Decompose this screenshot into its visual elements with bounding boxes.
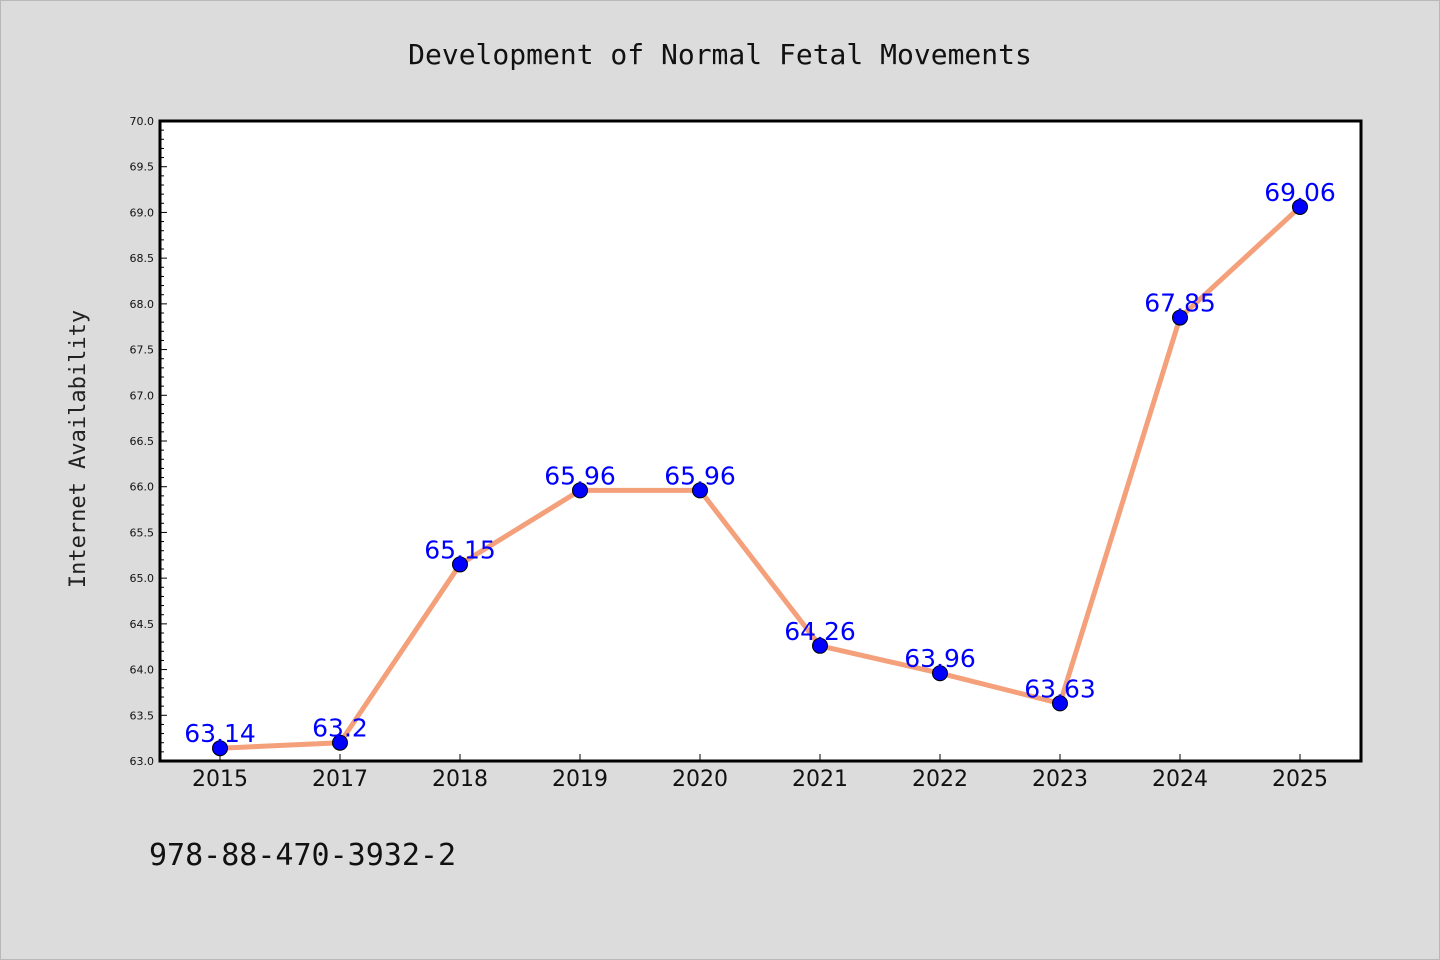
x-tick-label: 2015 (192, 767, 248, 792)
y-tick-label: 67.0 (130, 389, 155, 402)
y-axis-label: Internet Availability (66, 310, 91, 588)
data-point (452, 556, 468, 573)
y-tick-label: 66.0 (130, 481, 155, 494)
y-axis-ticks: 63.0 63.5 64.0 64.5 65.0 65.5 66.0 66.5 67.0 67.5… (130, 115, 167, 768)
chart-title: Development of Normal Fetal Movements (408, 38, 1032, 71)
y-tick-label: 67.5 (130, 344, 155, 357)
data-label: 65.96 (664, 461, 736, 490)
data-label: 65.15 (424, 535, 496, 564)
data-point (812, 637, 828, 654)
y-tick-label: 68.5 (130, 252, 155, 265)
x-axis-ticks: 2015 2017 2018 2019 2020 2021 2022 2023 2024 2025 (192, 754, 1328, 792)
x-tick-label: 2021 (792, 767, 848, 792)
x-tick-label: 2017 (312, 767, 368, 792)
y-tick-label: 63.5 (130, 709, 155, 722)
data-point (212, 740, 228, 757)
data-point (932, 665, 948, 682)
data-point (332, 734, 348, 751)
y-tick-label: 68.0 (130, 298, 155, 311)
y-tick-label: 65.0 (130, 572, 155, 585)
y-tick-label: 64.0 (130, 664, 155, 677)
data-label: 63.14 (184, 719, 256, 748)
data-point (692, 482, 708, 499)
data-point (572, 482, 588, 499)
y-tick-label: 69.5 (130, 161, 155, 174)
footnote-text: 978-88-470-3932-2 (149, 838, 456, 873)
y-tick-label: 69.0 (130, 206, 155, 219)
data-point (1172, 309, 1188, 326)
x-tick-label: 2018 (432, 767, 488, 792)
y-tick-label: 63.0 (130, 755, 155, 768)
data-label: 65.96 (544, 461, 616, 490)
data-label: 63.2 (312, 714, 368, 743)
plot-area (158, 119, 1363, 763)
y-tick-label: 65.5 (130, 526, 155, 539)
series-line (217, 204, 1303, 751)
x-tick-label: 2025 (1272, 767, 1328, 792)
x-tick-label: 2022 (912, 767, 968, 792)
y-tick-label: 70.0 (130, 115, 155, 128)
x-tick-label: 2024 (1152, 767, 1208, 792)
data-label: 63.96 (904, 644, 976, 673)
x-tick-label: 2023 (1032, 767, 1088, 792)
data-point (1052, 695, 1068, 712)
y-tick-label: 66.5 (130, 435, 155, 448)
data-markers (212, 198, 1308, 757)
data-label: 64.26 (784, 617, 856, 646)
y-tick-label: 64.5 (130, 618, 155, 631)
data-label: 67.85 (1144, 289, 1216, 318)
data-point (1292, 198, 1308, 215)
x-tick-label: 2019 (552, 767, 608, 792)
data-label: 63.63 (1024, 674, 1096, 703)
data-label: 69.06 (1264, 178, 1336, 207)
data-labels: 63.14 63.2 65.15 65.96 65.96 64.26 63.96 63.63 6… (184, 178, 1336, 748)
x-tick-label: 2020 (672, 767, 728, 792)
